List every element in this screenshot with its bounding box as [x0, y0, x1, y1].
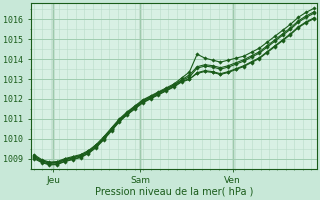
X-axis label: Pression niveau de la mer( hPa ): Pression niveau de la mer( hPa )	[95, 187, 253, 197]
